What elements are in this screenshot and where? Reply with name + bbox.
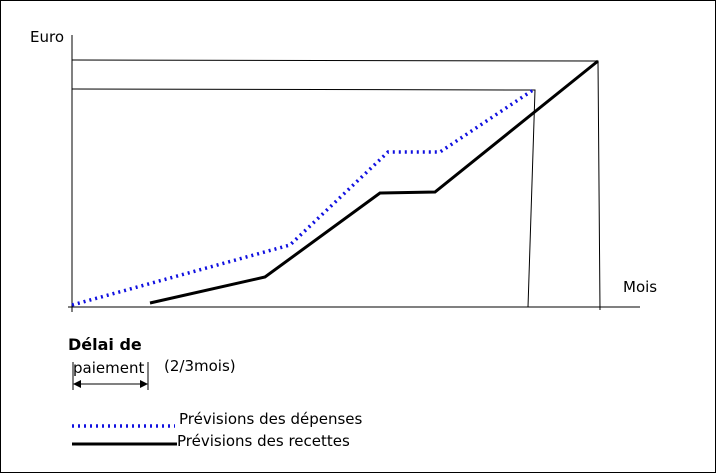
expense-box [71, 88, 536, 308]
legend-label: Prévisions des recettes [177, 432, 350, 450]
y-axis-label: Euro [30, 28, 64, 46]
delay-label: paiement [73, 359, 144, 377]
legend-label: Prévisions des dépenses [179, 410, 363, 428]
x-axis-label: Mois [623, 278, 657, 296]
expenses-line [71, 88, 534, 307]
delay-arrow [72, 362, 149, 390]
delay-title: Délai de [68, 335, 142, 354]
revenues-line [149, 59, 599, 305]
delay-note: (2/3mois) [164, 357, 236, 375]
